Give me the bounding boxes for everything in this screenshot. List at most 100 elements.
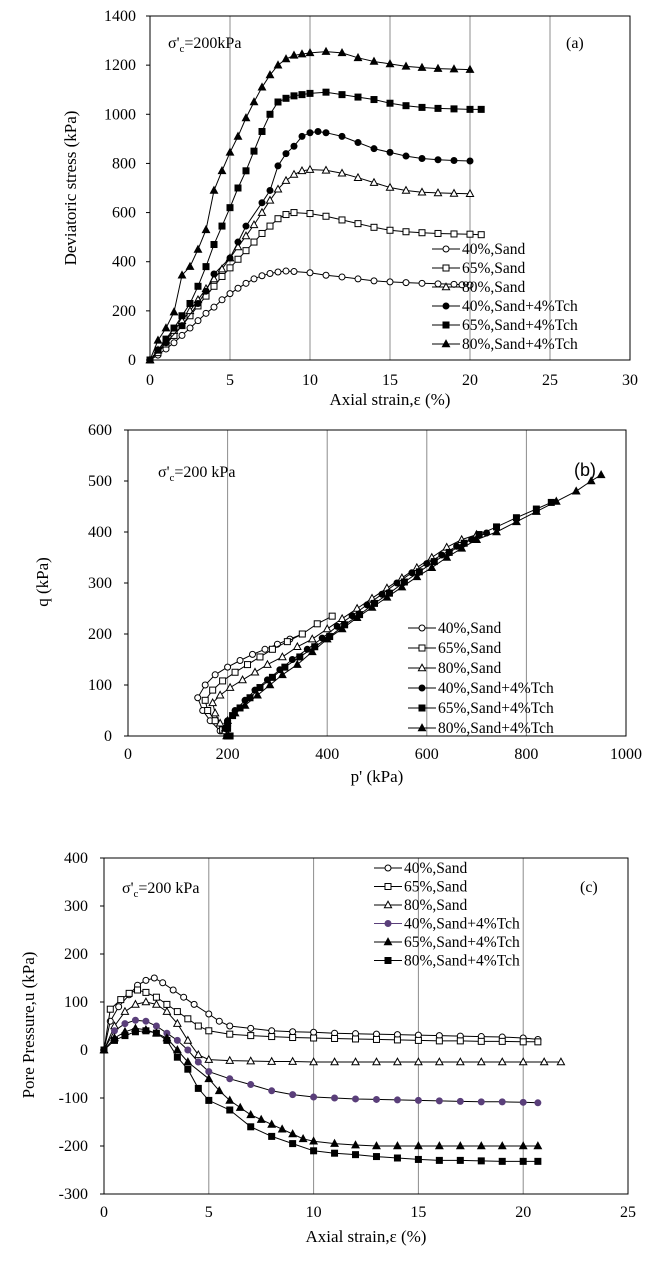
data-point — [434, 104, 442, 112]
data-point — [268, 1033, 276, 1041]
data-point — [233, 131, 243, 140]
legend-entry: 80%,Sand+4%Tch — [408, 720, 554, 737]
legend-label: 80%,Sand+4%Tch — [462, 336, 578, 353]
data-point — [434, 156, 442, 164]
data-point — [492, 527, 501, 536]
data-point — [401, 185, 411, 194]
data-point — [369, 56, 379, 65]
data-point — [596, 470, 606, 479]
data-point — [220, 723, 230, 732]
data-point — [210, 282, 218, 290]
data-point — [476, 1141, 486, 1150]
data-point — [306, 89, 314, 97]
data-point — [193, 1049, 203, 1059]
data-point — [314, 127, 322, 135]
data-point — [338, 91, 346, 99]
x-axis-label: Axial strain,ε (%) — [306, 1227, 427, 1246]
data-point — [351, 1057, 360, 1066]
data-point — [186, 324, 194, 332]
data-point — [226, 204, 234, 212]
y-tick-label: 500 — [88, 473, 112, 490]
data-point — [519, 1157, 527, 1165]
data-point — [290, 92, 298, 100]
series-3 — [99, 997, 566, 1066]
data-point — [333, 622, 341, 630]
y-tick-label: 400 — [64, 850, 88, 867]
data-point — [131, 1028, 139, 1036]
y-tick-label: 300 — [64, 898, 88, 915]
data-point — [331, 1034, 339, 1042]
data-point — [186, 299, 194, 307]
x-tick-label: 10 — [306, 1204, 322, 1221]
data-point — [258, 229, 266, 237]
data-point — [246, 1056, 256, 1065]
data-point — [414, 1036, 422, 1044]
data-point — [307, 647, 317, 656]
legend-marker — [418, 624, 426, 632]
legend-entry: 65%,Sand — [408, 640, 502, 657]
legend-entry: 65%,Sand+4%Tch — [408, 700, 554, 717]
data-point — [498, 1037, 506, 1045]
legend-label: 40%,Sand — [438, 620, 502, 637]
data-point — [414, 1096, 422, 1104]
data-point — [435, 1037, 443, 1045]
legend-marker — [384, 883, 392, 890]
data-point — [205, 1068, 213, 1076]
data-point — [267, 1119, 277, 1128]
data-point — [534, 1099, 542, 1107]
data-point — [442, 552, 452, 561]
data-point — [258, 272, 266, 280]
data-point — [352, 1095, 360, 1103]
data-point — [519, 1038, 527, 1046]
data-point — [337, 168, 347, 177]
legend-label: 80%,Sand+4%Tch — [404, 953, 520, 970]
y-tick-label: 0 — [128, 352, 136, 369]
data-point — [497, 1057, 507, 1066]
data-point — [450, 105, 458, 113]
data-point — [321, 165, 331, 174]
data-point — [240, 700, 250, 709]
data-point — [455, 1057, 465, 1066]
data-point — [477, 1037, 485, 1045]
data-point — [290, 268, 298, 276]
data-point — [434, 1141, 444, 1150]
data-point — [242, 167, 250, 175]
data-point — [456, 1037, 464, 1045]
data-point — [210, 241, 218, 249]
data-point — [231, 668, 239, 676]
data-point — [210, 708, 220, 717]
data-point — [184, 1065, 192, 1073]
data-point — [201, 681, 209, 689]
data-point — [204, 1073, 214, 1083]
data-point — [310, 1147, 318, 1155]
data-point — [234, 238, 242, 246]
data-point — [417, 62, 427, 71]
legend-entry: 65%,Sand — [432, 260, 526, 277]
x-tick-label: 20 — [515, 1204, 531, 1221]
data-point — [204, 1054, 214, 1063]
data-point — [257, 207, 267, 216]
y-tick-label: 200 — [112, 303, 136, 320]
data-point — [225, 147, 235, 156]
data-point — [393, 1096, 401, 1104]
data-point — [225, 1095, 235, 1104]
legend-entry: 40%,Sand+4%Tch — [432, 298, 578, 315]
data-point — [205, 1027, 213, 1035]
legend-label: 65%,Sand — [438, 640, 502, 657]
data-point — [266, 270, 274, 278]
data-point — [226, 1022, 234, 1030]
legend-marker — [384, 957, 392, 964]
data-point — [330, 1057, 340, 1066]
data-point — [242, 222, 250, 230]
x-tick-label: 25 — [542, 372, 558, 389]
data-point — [289, 50, 299, 59]
data-point — [209, 686, 217, 694]
data-point — [180, 993, 188, 1001]
data-point — [152, 1022, 160, 1030]
x-tick-label: 800 — [514, 746, 538, 763]
data-point — [173, 1008, 181, 1016]
data-point — [172, 1018, 182, 1027]
legend-marker — [442, 321, 450, 329]
panel-label-c: (c) — [580, 879, 598, 896]
data-point — [427, 562, 437, 571]
